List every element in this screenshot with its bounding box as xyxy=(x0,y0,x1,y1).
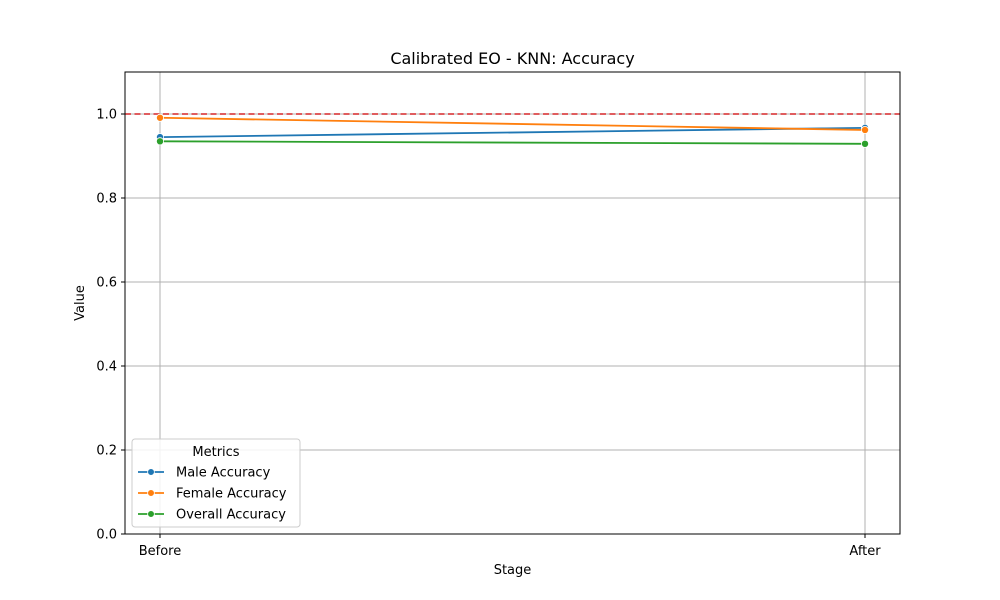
legend-entry-label: Female Accuracy xyxy=(176,487,287,502)
y-tick-label: 0.2 xyxy=(96,444,117,459)
y-tick-label: 0.4 xyxy=(96,360,117,375)
y-axis-ticks: 0.0 0.2 0.4 0.6 0.8 1.0 xyxy=(96,108,125,543)
series-line xyxy=(159,116,866,131)
plot-area-frame xyxy=(124,71,901,535)
y-tick-label: 0.8 xyxy=(96,192,117,207)
x-tick-label: Before xyxy=(139,544,182,559)
legend-entry-label: Male Accuracy xyxy=(176,466,271,481)
y-tick-label: 1.0 xyxy=(96,108,117,123)
x-tick-label: After xyxy=(849,544,881,559)
legend-box xyxy=(131,438,301,528)
legend: Metrics Male Accuracy Female Accuracy Over… xyxy=(131,438,301,528)
y-tick-label: 0.6 xyxy=(96,276,117,291)
series-line xyxy=(159,126,866,138)
series-group xyxy=(155,113,870,148)
chart-title: Calibrated EO - KNN: Accuracy xyxy=(390,49,634,68)
data-point xyxy=(861,125,870,134)
data-point xyxy=(861,139,870,148)
legend-entry-label: Overall Accuracy xyxy=(176,508,286,523)
data-point xyxy=(155,137,164,146)
x-axis-ticks: Before After xyxy=(139,534,881,559)
y-tick-label: 0.0 xyxy=(96,528,117,543)
legend-swatch-marker xyxy=(147,489,155,497)
legend-swatch-marker xyxy=(147,510,155,518)
series-line xyxy=(159,140,866,145)
x-axis-label: Stage xyxy=(494,563,532,578)
y-axis-label: Value xyxy=(73,285,88,321)
legend-title: Metrics xyxy=(192,445,239,460)
data-point xyxy=(155,113,164,122)
legend-swatch-marker xyxy=(147,468,155,476)
